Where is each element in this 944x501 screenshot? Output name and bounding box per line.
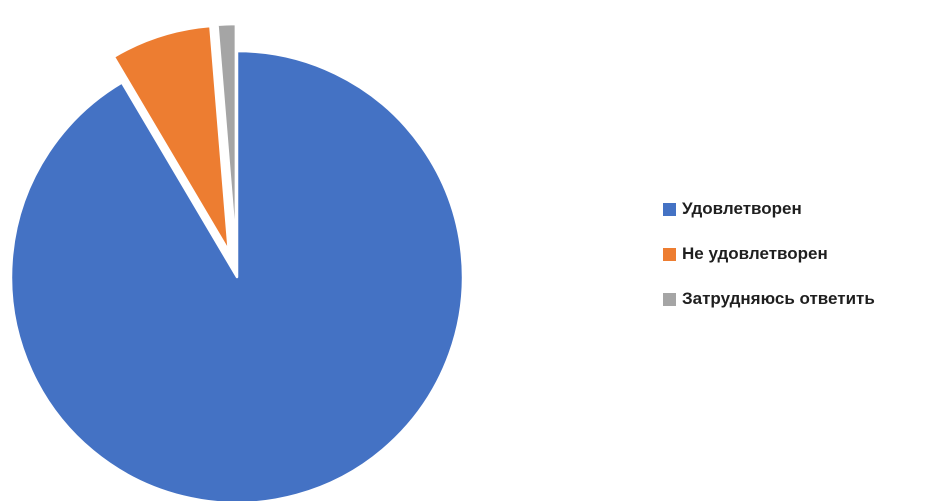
legend-item-satisfied: Удовлетворен — [663, 198, 875, 220]
legend-swatch-satisfied — [663, 202, 676, 216]
chart-legend: Удовлетворен Не удовлетворен Затрудняюсь… — [663, 198, 875, 333]
pie-slice-hard-to-answer — [216, 22, 238, 252]
pie-slice-satisfied — [9, 49, 465, 501]
legend-item-hard-to-answer: Затрудняюсь ответить — [663, 288, 875, 310]
legend-item-not-satisfied: Не удовлетворен — [663, 243, 875, 265]
legend-swatch-hard-to-answer — [663, 292, 676, 306]
legend-label-satisfied: Удовлетворен — [682, 199, 802, 218]
legend-label-not-satisfied: Не удовлетворен — [682, 244, 828, 263]
pie-slice-not-satisfied — [112, 24, 231, 253]
legend-label-hard-to-answer: Затрудняюсь ответить — [682, 289, 875, 308]
legend-swatch-not-satisfied — [663, 247, 676, 261]
